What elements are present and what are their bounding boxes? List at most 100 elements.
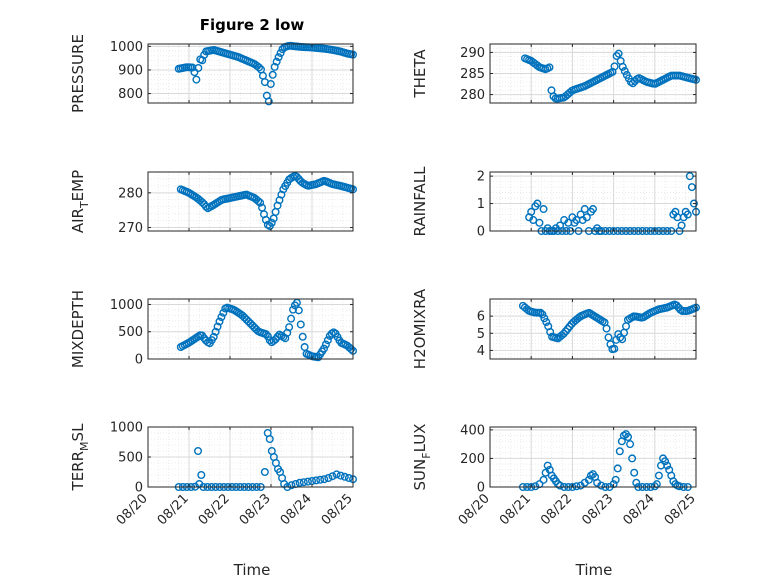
y-axis-label: THETA xyxy=(411,49,429,99)
data-point xyxy=(316,475,325,484)
axes-background xyxy=(148,44,353,103)
y-axis-label-rest: SL xyxy=(69,423,87,442)
data-point xyxy=(340,472,349,481)
y-tick-label: 5 xyxy=(477,327,485,342)
data-point xyxy=(256,198,265,207)
data-point xyxy=(197,471,206,480)
data-point xyxy=(323,336,332,345)
axes-frame xyxy=(489,171,697,232)
y-tick-label: 0 xyxy=(477,481,485,496)
y-tick-label: 1000 xyxy=(110,298,143,313)
data-point xyxy=(543,461,552,470)
panel-theta: 280 285 290 THETA xyxy=(411,43,701,104)
data-point xyxy=(209,332,218,341)
data-point xyxy=(542,318,551,327)
y-axis-label: PRESSURE xyxy=(69,34,87,113)
y-axis-label: RAINFALL xyxy=(411,166,429,237)
panel-rainfall: 0 1 2 RAINFALL xyxy=(411,166,701,240)
y-axis-label-subscript: T xyxy=(78,201,91,209)
data-point xyxy=(604,333,613,342)
data-point xyxy=(344,474,353,483)
data-point xyxy=(630,468,639,477)
panel-air-temp: 270 280 AIRTEMP xyxy=(69,170,358,236)
data-point xyxy=(618,62,627,71)
x-tick-label: 08/22 xyxy=(538,491,575,528)
data-point xyxy=(266,80,275,89)
data-point xyxy=(610,62,619,71)
x-tick-label: 08/25 xyxy=(319,491,356,528)
data-point xyxy=(188,63,197,72)
y-tick-label: 2 xyxy=(477,170,485,185)
axes-frame xyxy=(147,171,354,232)
y-tick-label: 6 xyxy=(477,310,485,325)
data-point xyxy=(545,63,554,72)
data-point xyxy=(320,475,329,484)
data-point xyxy=(273,332,282,341)
data-point xyxy=(261,330,270,339)
data-point xyxy=(556,481,565,490)
data-point xyxy=(531,482,540,491)
x-tick-label: 08/23 xyxy=(237,491,274,528)
y-axis-label: TERRMSL xyxy=(69,423,91,492)
y-tick-label: 280 xyxy=(460,88,485,103)
x-tick-label: 08/20 xyxy=(114,491,151,528)
data-point xyxy=(272,57,281,66)
y-axis-label-subscript: M xyxy=(78,441,91,451)
panel-terr-msl: 0 500 1000 TERRMSL 08/20 08/21 08/22 08/23 08/24… xyxy=(69,421,358,528)
y-tick-label: 1000 xyxy=(110,421,143,436)
data-point xyxy=(324,474,333,483)
y-axis-label-main: SUN xyxy=(411,459,429,491)
data-point xyxy=(675,482,684,491)
x-tick-label: 08/24 xyxy=(278,491,315,528)
data-point xyxy=(215,317,224,326)
data-point xyxy=(319,344,328,353)
data-point xyxy=(533,61,542,70)
axes-frame xyxy=(489,298,697,360)
data-point xyxy=(533,199,542,208)
x-tick-label: 08/20 xyxy=(456,491,493,528)
y-tick-label: 0 xyxy=(477,225,485,240)
data-point xyxy=(268,70,277,79)
data-point xyxy=(190,68,199,77)
data-point xyxy=(332,470,341,479)
data-point xyxy=(689,199,698,208)
data-point xyxy=(267,218,276,227)
data-point xyxy=(312,476,321,485)
x-tick-label: 08/21 xyxy=(155,491,192,528)
x-tick-label: 08/22 xyxy=(196,491,233,528)
data-point xyxy=(201,202,210,211)
data-point xyxy=(336,471,345,480)
axes-background xyxy=(490,172,696,231)
data-point xyxy=(602,324,611,333)
y-tick-label: 280 xyxy=(118,186,143,201)
data-point xyxy=(546,327,555,336)
data-point xyxy=(298,332,307,341)
data-point xyxy=(539,475,548,484)
data-point xyxy=(264,97,273,106)
figure-title: Figure 2 low xyxy=(200,16,305,34)
y-tick-label: 200 xyxy=(460,452,485,467)
data-point xyxy=(260,468,269,477)
x-tick-label: 08/25 xyxy=(662,491,699,528)
y-tick-label: 290 xyxy=(460,46,485,61)
data-point xyxy=(276,49,285,58)
y-axis-label: MIXDEPTH xyxy=(69,290,87,368)
data-point xyxy=(683,210,692,219)
y-tick-label: 0 xyxy=(135,481,143,496)
axes-frame xyxy=(147,298,354,360)
data-point xyxy=(624,433,633,442)
axes-frame xyxy=(489,426,697,488)
y-tick-label: 1000 xyxy=(110,40,143,55)
data-point xyxy=(274,53,283,62)
data-point xyxy=(198,198,207,207)
panel-sun-flux: 0 200 400 SUNFLUX 08/20 08/21 08/22 08/23 08/24 0… xyxy=(411,423,699,528)
data-point xyxy=(661,457,670,466)
data-point xyxy=(211,327,220,336)
data-point xyxy=(628,79,637,88)
data-point xyxy=(632,478,641,487)
data-point xyxy=(321,340,330,349)
data-point xyxy=(626,440,635,449)
data-point xyxy=(295,478,304,487)
y-tick-label: 900 xyxy=(118,63,143,78)
